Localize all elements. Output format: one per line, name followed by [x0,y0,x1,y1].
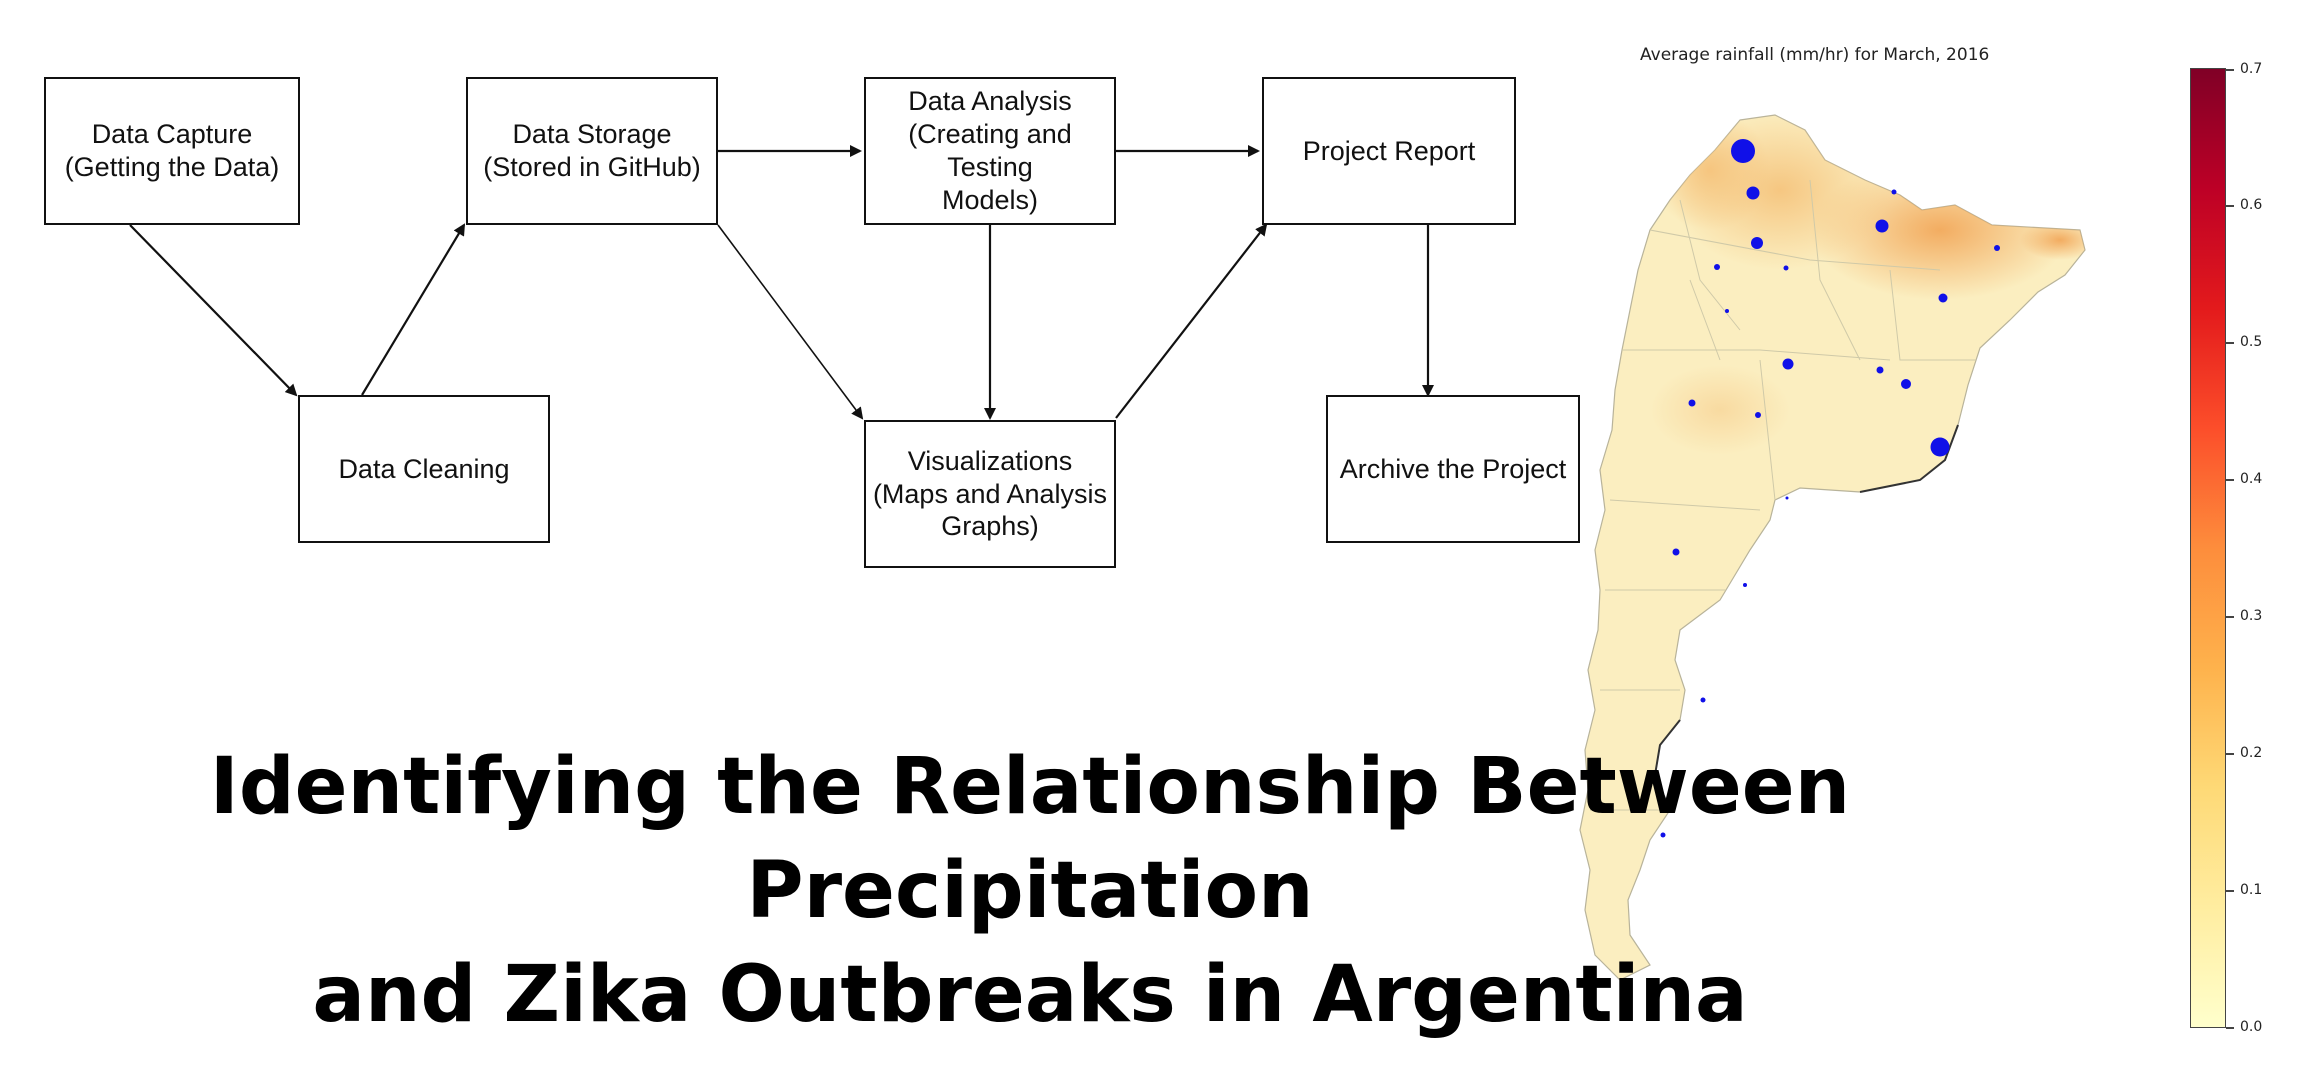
colorbar-tick [2226,205,2234,207]
coastline [1653,424,1959,811]
colorbar-tick-label: 0.1 [2240,882,2263,898]
colorbar-tick [2226,890,2234,892]
colorbar-tick-label: 0.0 [2240,1019,2263,1035]
zika-marker [1714,264,1720,270]
colorbar-tick [2226,1027,2234,1029]
zika-marker [1743,583,1747,587]
zika-marker [1901,379,1911,389]
arrow-cleaning-to-storage [361,223,466,396]
colorbar-tick-label: 0.2 [2240,745,2263,761]
zika-marker [1930,437,1950,457]
map-title: Average rainfall (mm/hr) for March, 2016 [1640,45,1990,65]
colorbar [2190,68,2226,1028]
page-title: Identifying the Relationship Between Pre… [0,735,2060,1047]
title-line-2: and Zika Outbreaks in Argentina [312,950,1748,1040]
zika-marker [1755,412,1761,418]
flowchart-arrows [129,145,1434,420]
zika-marker [1783,265,1789,271]
colorbar-tick [2226,616,2234,618]
zika-marker [1731,139,1755,163]
colorbar-tick-label: 0.4 [2240,471,2263,487]
node-archive-project: Archive the Project [1326,395,1580,543]
zika-marker [1891,189,1897,195]
zika-marker [1751,237,1763,249]
heat-region-center [1650,365,1790,455]
colorbar-tick [2226,342,2234,344]
node-data-storage: Data Storage (Stored in GitHub) [466,77,718,225]
argentina-rainfall-map [1579,114,2086,981]
node-data-capture: Data Capture (Getting the Data) [44,77,300,225]
colorbar-tick [2226,69,2234,71]
colorbar-tick-label: 0.5 [2240,334,2263,350]
zika-marker [1725,309,1729,313]
province-borders [1590,179,1980,811]
zika-marker [1688,399,1696,407]
zika-marker [1876,366,1884,374]
colorbar-tick [2226,753,2234,755]
colorbar-tick-label: 0.3 [2240,608,2263,624]
node-data-cleaning: Data Cleaning [298,395,550,543]
colorbar-tick-label: 0.7 [2240,61,2263,77]
zika-marker [1938,293,1948,303]
heat-region-northwest [1650,115,1770,230]
zika-marker [1785,496,1789,500]
zika-marker [1782,358,1794,370]
colorbar-tick [2226,479,2234,481]
zika-marker [1672,548,1680,556]
zika-marker [1700,697,1706,703]
heat-region-east [2020,220,2085,260]
zika-marker [1875,219,1889,233]
zika-marker [1660,832,1666,838]
arrow-storage-to-visualizations [717,224,864,420]
node-visualizations: Visualizations (Maps and Analysis Graphs… [864,420,1116,568]
colorbar-tick-label: 0.6 [2240,197,2263,213]
node-data-analysis: Data Analysis (Creating and Testing Mode… [864,77,1116,225]
arrow-visualizations-to-report [1115,223,1268,419]
zika-marker [1994,245,2000,251]
title-line-1: Identifying the Relationship Between Pre… [209,742,1851,936]
zika-marker [1746,186,1760,200]
arrow-capture-to-cleaning [129,224,298,397]
node-project-report: Project Report [1262,77,1516,225]
